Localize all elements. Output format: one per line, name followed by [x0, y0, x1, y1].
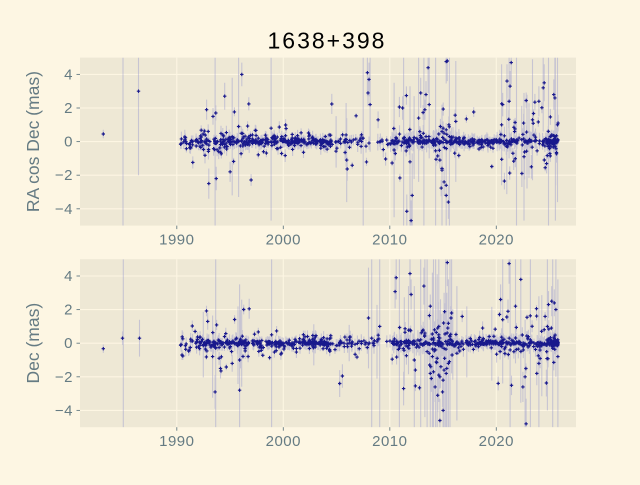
svg-text:0: 0: [64, 335, 73, 352]
svg-text:2000: 2000: [266, 433, 301, 450]
svg-text:0: 0: [64, 134, 73, 151]
svg-text:1638+398: 1638+398: [268, 28, 387, 54]
svg-text:2010: 2010: [372, 433, 407, 450]
svg-text:−2: −2: [55, 167, 73, 184]
svg-text:1990: 1990: [159, 232, 194, 249]
svg-text:RA cos Dec (mas): RA cos Dec (mas): [23, 71, 43, 212]
svg-text:−4: −4: [55, 201, 73, 218]
svg-text:Dec (mas): Dec (mas): [23, 303, 43, 384]
svg-text:4: 4: [64, 268, 73, 285]
svg-text:1990: 1990: [159, 433, 194, 450]
svg-text:2: 2: [64, 302, 73, 319]
svg-text:−4: −4: [55, 402, 73, 419]
svg-text:2020: 2020: [479, 433, 514, 450]
svg-text:2000: 2000: [266, 232, 301, 249]
svg-text:4: 4: [64, 66, 73, 83]
svg-text:−2: −2: [55, 369, 73, 386]
svg-text:2020: 2020: [479, 232, 514, 249]
svg-text:2010: 2010: [372, 232, 407, 249]
svg-text:2: 2: [64, 100, 73, 117]
